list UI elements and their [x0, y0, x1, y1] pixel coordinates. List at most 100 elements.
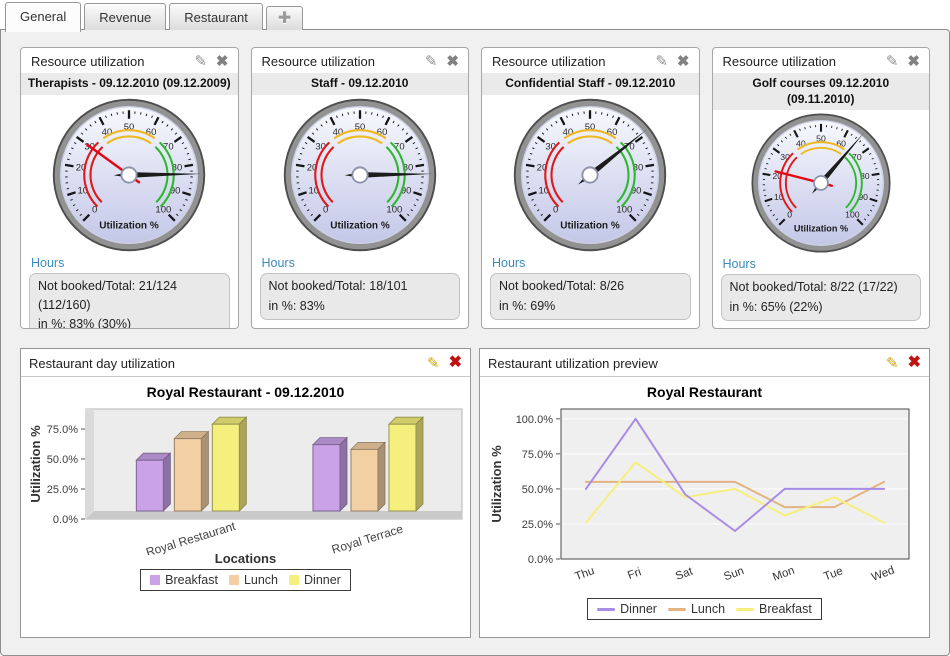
svg-text:50: 50	[816, 134, 826, 144]
svg-text:0: 0	[787, 210, 792, 220]
legend-line-swatch	[667, 607, 686, 611]
legend-line-swatch	[736, 607, 755, 611]
legend-square-swatch	[150, 575, 161, 585]
svg-text:40: 40	[102, 127, 113, 138]
stats-line-2: in %: 65% (22%)	[729, 299, 823, 314]
svg-text:50: 50	[354, 122, 365, 133]
legend-item-breakfast: Breakfast	[736, 602, 812, 616]
chart-title: Royal Restaurant - 09.12.2010	[146, 384, 345, 400]
svg-text:20: 20	[306, 163, 317, 174]
close-icon[interactable]: ✖	[907, 53, 920, 70]
legend-item-lunch: Lunch	[667, 602, 725, 616]
gauge-title: Golf courses 09.12.2010 (09.11.2010)	[712, 73, 929, 111]
stats-line-1: Not booked/Total: 8/22 (17/22)	[729, 280, 898, 295]
widget-header-title: Restaurant day utilization	[29, 355, 175, 371]
legend-item-lunch: Lunch	[228, 573, 278, 587]
svg-text:10: 10	[308, 185, 319, 196]
close-icon[interactable]: ✖	[907, 354, 921, 371]
svg-text:Wed: Wed	[870, 565, 896, 584]
hours-link[interactable]: Hours	[722, 257, 756, 272]
chart-legend: Dinner Lunch Breakfast	[480, 598, 929, 620]
svg-text:80: 80	[402, 163, 413, 174]
svg-text:40: 40	[332, 127, 343, 138]
svg-text:80: 80	[860, 171, 870, 181]
widget-header-title: Resource utilization	[261, 54, 375, 69]
svg-text:Sat: Sat	[674, 565, 695, 582]
tab-revenue[interactable]: Revenue	[84, 3, 167, 30]
svg-text:90: 90	[631, 185, 642, 196]
svg-text:90: 90	[858, 192, 868, 202]
svg-text:50: 50	[585, 122, 596, 133]
svg-text:70: 70	[852, 152, 862, 162]
edit-icon[interactable]: ✎	[885, 53, 899, 70]
svg-text:0: 0	[323, 205, 328, 216]
svg-text:40: 40	[796, 139, 806, 149]
close-icon[interactable]: ✖	[676, 53, 690, 70]
widget-header: Restaurant day utilization ✎ ✖	[21, 349, 470, 377]
svg-text:75.0%: 75.0%	[521, 449, 552, 461]
widget-restaurant-utilization-preview: Restaurant utilization preview ✎ ✖ Royal…	[479, 348, 930, 638]
edit-icon[interactable]: ✎	[427, 354, 440, 372]
legend-square-swatch	[289, 575, 300, 585]
hours-link[interactable]: Hours	[492, 256, 526, 271]
svg-text:30: 30	[546, 142, 557, 153]
close-icon[interactable]: ✖	[446, 53, 459, 70]
tab-label: General	[20, 9, 67, 24]
svg-text:Mon: Mon	[771, 565, 796, 584]
widget-staff-utilization: Resource utilization ✎ ✖ Staff - 09.12.2…	[250, 47, 469, 329]
hours-row: Hours	[713, 256, 930, 273]
widget-header-title: Resource utilization	[31, 54, 145, 69]
svg-text:70: 70	[163, 141, 174, 152]
edit-icon[interactable]: ✎	[194, 53, 207, 70]
widget-golf-courses-utilization: Resource utilization ✎ ✖ Golf courses 09…	[711, 47, 930, 329]
svg-text:100: 100	[156, 204, 172, 215]
edit-icon[interactable]: ✎	[886, 354, 899, 372]
svg-text:80: 80	[172, 162, 183, 173]
svg-text:90: 90	[401, 185, 412, 196]
svg-text:60: 60	[836, 139, 846, 149]
svg-text:20: 20	[76, 162, 87, 173]
plus-icon: ✚	[277, 10, 292, 27]
hours-link[interactable]: Hours	[31, 255, 65, 270]
legend-square-swatch	[228, 575, 239, 585]
svg-text:0.0%: 0.0%	[52, 514, 77, 526]
svg-text:Sun: Sun	[722, 565, 745, 583]
close-icon[interactable]: ✖	[448, 354, 462, 371]
svg-text:100: 100	[386, 205, 402, 216]
svg-text:80: 80	[633, 163, 644, 174]
stats-line-2: in %: 83% (30%)	[38, 317, 132, 329]
widget-header: Restaurant utilization preview ✎ ✖	[480, 349, 929, 377]
edit-icon[interactable]: ✎	[424, 53, 438, 70]
widget-header: Resource utilization ✎ ✖	[713, 48, 930, 73]
svg-text:20: 20	[537, 163, 548, 174]
widget-header: Resource utilization ✎ ✖	[482, 48, 699, 73]
gauge-stats-box: Not booked/Total: 8/22 (17/22) in %: 65%…	[720, 274, 921, 321]
stats-line-1: Not booked/Total: 21/124 (112/160)	[38, 278, 177, 312]
tab-label: Revenue	[99, 10, 152, 25]
tab-general[interactable]: General	[5, 2, 82, 32]
legend-item-dinner: Dinner	[289, 573, 341, 587]
line-chart: 0.0% 25.0% 50.0% 75.0% 100.0% Utilization % Th…	[480, 401, 929, 595]
legend-item-dinner: Dinner	[597, 602, 657, 616]
close-icon[interactable]: ✖	[215, 53, 229, 70]
hours-link[interactable]: Hours	[261, 256, 295, 271]
svg-text:Utilization %: Utilization %	[28, 425, 43, 503]
add-tab-button[interactable]: ✚	[265, 6, 304, 30]
svg-text:60: 60	[607, 127, 618, 138]
tab-label: Restaurant	[184, 10, 248, 25]
svg-text:Royal Terrace: Royal Terrace	[329, 522, 404, 555]
stats-line-1: Not booked/Total: 18/101	[268, 279, 408, 294]
svg-text:70: 70	[394, 142, 405, 153]
tab-restaurant[interactable]: Restaurant	[169, 3, 263, 30]
svg-text:40: 40	[563, 127, 574, 138]
gauge-title: Confidential Staff - 09.12.2010	[482, 73, 699, 95]
edit-icon[interactable]: ✎	[655, 53, 668, 70]
svg-text:Fri: Fri	[626, 566, 643, 582]
legend-line-swatch	[597, 607, 616, 611]
legend-item-breakfast: Breakfast	[150, 573, 218, 587]
hours-row: Hours	[21, 255, 238, 272]
